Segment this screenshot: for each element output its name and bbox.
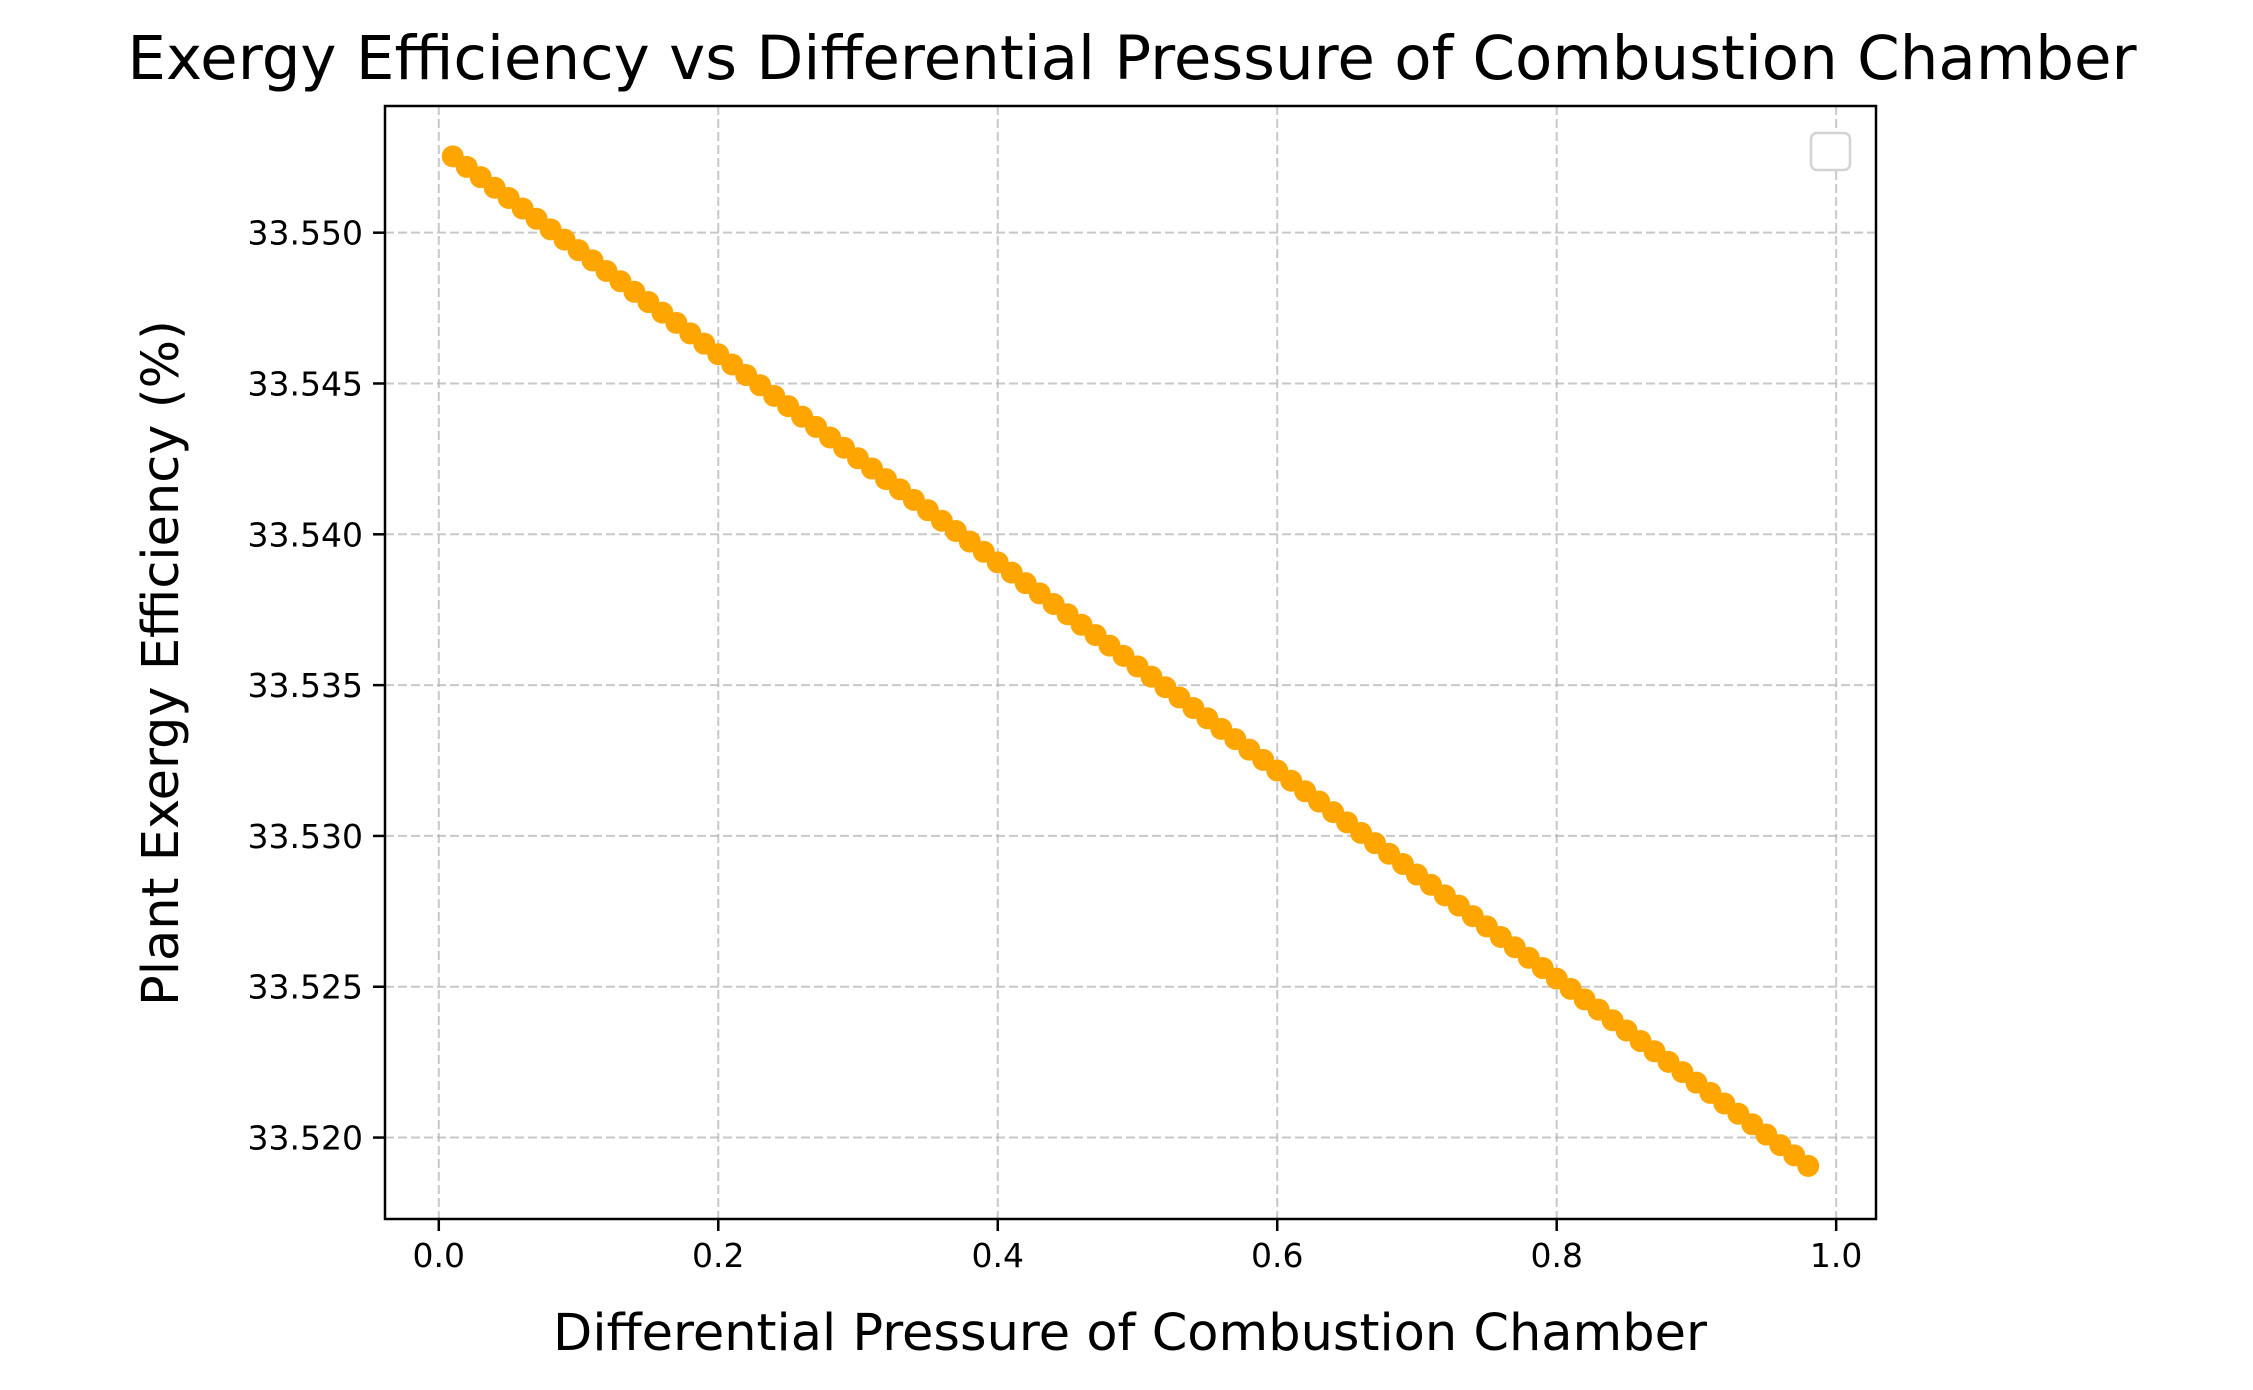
- x-tick-label: 0.4: [972, 1236, 1024, 1275]
- y-tick-label: 33.535: [248, 666, 363, 705]
- y-tick-label: 33.540: [248, 515, 363, 554]
- y-tick-label: 33.525: [248, 968, 363, 1007]
- y-tick-label: 33.545: [248, 364, 363, 403]
- x-tick-label: 0.2: [692, 1236, 744, 1275]
- x-tick-label: 0.6: [1251, 1236, 1303, 1275]
- y-tick-label: 33.520: [248, 1119, 363, 1158]
- y-axis-title: Plant Exergy Efficiency (%): [132, 320, 191, 1006]
- data-point: [1797, 1154, 1820, 1177]
- x-tick-label: 0.0: [413, 1236, 465, 1275]
- y-axis: 33.520 33.525 33.530 33.535 33.540 33.545 33.5…: [248, 214, 385, 1158]
- data-series: [441, 145, 1820, 1177]
- x-tick-label: 0.8: [1530, 1236, 1582, 1275]
- y-tick-label: 33.550: [248, 214, 363, 253]
- chart-title: Exergy Efficiency vs Differential Pressu…: [127, 23, 2137, 94]
- x-axis-title: Differential Pressure of Combustion Cham…: [553, 1304, 1707, 1363]
- x-tick-label: 1.0: [1810, 1236, 1862, 1275]
- legend-box: [1809, 131, 1852, 172]
- plot-area-frame: [383, 104, 1878, 1221]
- x-axis: 0.0 0.2 0.4 0.6 0.8 1.0: [413, 1219, 1862, 1275]
- grid-lines: [385, 106, 1876, 1219]
- y-tick-label: 33.530: [248, 817, 363, 856]
